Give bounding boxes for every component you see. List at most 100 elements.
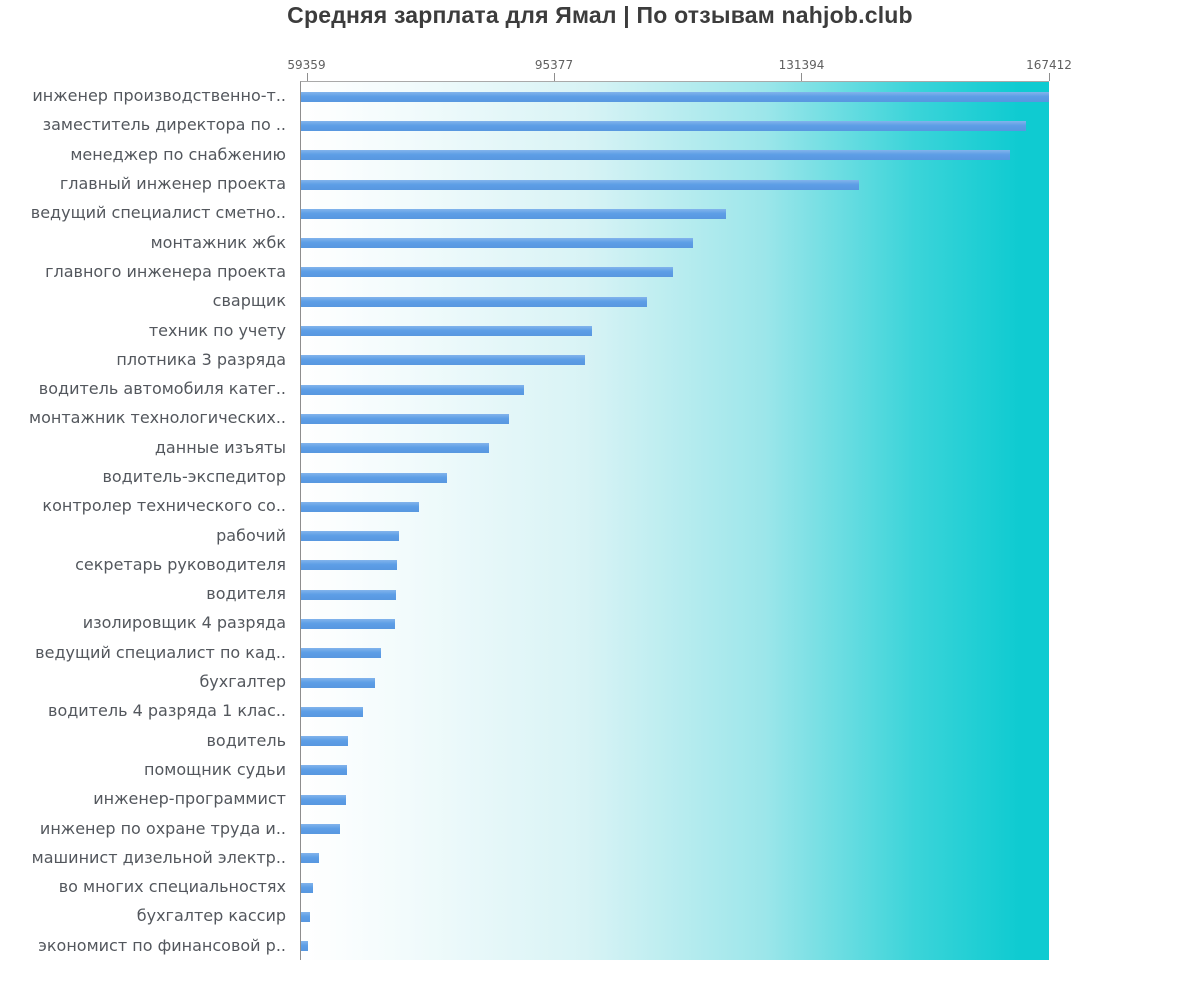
- category-label: водитель-экспедитор: [102, 467, 286, 486]
- x-tick-label: 167412: [1026, 58, 1072, 72]
- bar: [301, 501, 420, 512]
- category-label: бухгалтер: [199, 672, 286, 692]
- category-label: сварщик: [212, 291, 286, 311]
- bar: [301, 443, 490, 454]
- x-tick-label: 95377: [534, 58, 574, 72]
- bar-row: [301, 228, 1049, 257]
- bar: [301, 736, 349, 747]
- bar-row: [301, 258, 1049, 287]
- bar-row: [301, 375, 1049, 404]
- x-tick-mark: [306, 73, 308, 81]
- bar-row: [301, 404, 1049, 433]
- bar-row: [301, 727, 1049, 756]
- bar: [301, 941, 308, 952]
- bar-row: [301, 199, 1049, 228]
- bar: [301, 853, 319, 864]
- category-label: менеджер по снабжению: [70, 144, 286, 164]
- x-tick-label: 59359: [287, 58, 326, 72]
- bar: [301, 326, 592, 337]
- category-label: монтажник жбк: [150, 232, 286, 252]
- category-label: ведущий специалист сметно..: [30, 203, 286, 223]
- bar: [301, 794, 347, 805]
- category-label: данные изъяты: [154, 437, 286, 457]
- category-label: главный инженер проекта: [59, 174, 286, 194]
- category-label: секретарь руководителя: [75, 554, 286, 574]
- category-label: инженер по охране труда и..: [39, 818, 286, 838]
- category-label: главного инженера проекта: [45, 261, 286, 281]
- bar: [301, 150, 1011, 161]
- bar: [301, 472, 447, 483]
- bar: [301, 384, 524, 395]
- category-label: машинист дизельной электр..: [31, 847, 286, 867]
- plot-area: [300, 81, 1049, 960]
- bar-row: [301, 551, 1049, 580]
- chart-title: Средняя зарплата для Ямал | По отзывам n…: [287, 2, 913, 28]
- bar-row: [301, 287, 1049, 316]
- bar: [301, 882, 314, 893]
- y-axis-labels: инженер производственно-т.. заместитель д…: [0, 81, 293, 960]
- x-tick-mark: [554, 73, 555, 81]
- category-label: заместитель директора по ..: [42, 115, 286, 135]
- bar-row: [301, 434, 1049, 463]
- bar: [301, 911, 310, 922]
- bar-row: [301, 932, 1049, 961]
- category-label: рабочий: [216, 525, 286, 545]
- category-label: водитель 4 разряда 1 клас..: [48, 701, 286, 721]
- category-label: контролер технического со..: [42, 496, 286, 516]
- x-axis: 59359 95377 131394 167412: [287, 58, 1072, 81]
- category-label: изолировщик 4 разряда: [82, 613, 286, 633]
- category-label: экономист по финансовой р..: [38, 935, 286, 955]
- bar-row: [301, 580, 1049, 609]
- bar: [301, 560, 398, 571]
- bar: [301, 589, 397, 600]
- bar: [301, 648, 382, 659]
- bar: [301, 296, 648, 307]
- bar-row: [301, 902, 1049, 931]
- bar-row: [301, 668, 1049, 697]
- bar-row: [301, 844, 1049, 873]
- category-label: во многих специальностях: [58, 877, 286, 897]
- bar-row: [301, 873, 1049, 902]
- bar: [301, 824, 341, 835]
- bar: [301, 179, 859, 190]
- bar: [301, 208, 726, 219]
- category-label: плотника 3 разряда: [116, 349, 286, 369]
- bar-row: [301, 111, 1049, 140]
- bar-row: [301, 609, 1049, 638]
- category-label: водитель автомобиля катег..: [38, 379, 286, 399]
- category-label: водитель: [206, 730, 287, 750]
- bar-row: [301, 521, 1049, 550]
- x-tick-mark: [1049, 73, 1050, 81]
- bar: [301, 413, 510, 424]
- bar-row: [301, 82, 1049, 111]
- bar: [301, 531, 400, 542]
- bar: [301, 91, 1049, 102]
- bar-row: [301, 756, 1049, 785]
- bar-row: [301, 141, 1049, 170]
- bar-row: [301, 346, 1049, 375]
- bar: [301, 677, 376, 688]
- category-label: монтажник технологических..: [29, 408, 286, 428]
- bar-row: [301, 814, 1049, 843]
- category-label: бухгалтер кассир: [136, 906, 286, 926]
- bar: [301, 618, 396, 629]
- bar: [301, 238, 693, 249]
- bar: [301, 267, 674, 278]
- category-label: ведущий специалист по кад..: [35, 642, 286, 662]
- bar: [301, 120, 1026, 131]
- bar: [301, 765, 347, 776]
- bar-row: [301, 463, 1049, 492]
- category-label: инженер-программист: [93, 789, 286, 809]
- bar: [301, 355, 586, 366]
- x-tick-label: 131394: [778, 58, 825, 72]
- category-label: инженер производственно-т..: [32, 86, 286, 106]
- category-label: водителя: [206, 584, 286, 604]
- bar-row: [301, 316, 1049, 345]
- category-label: помощник судьи: [144, 759, 286, 779]
- bar-row: [301, 170, 1049, 199]
- bar-row: [301, 639, 1049, 668]
- bar-row: [301, 697, 1049, 726]
- category-label: техник по учету: [148, 320, 286, 340]
- x-tick-mark: [801, 73, 803, 81]
